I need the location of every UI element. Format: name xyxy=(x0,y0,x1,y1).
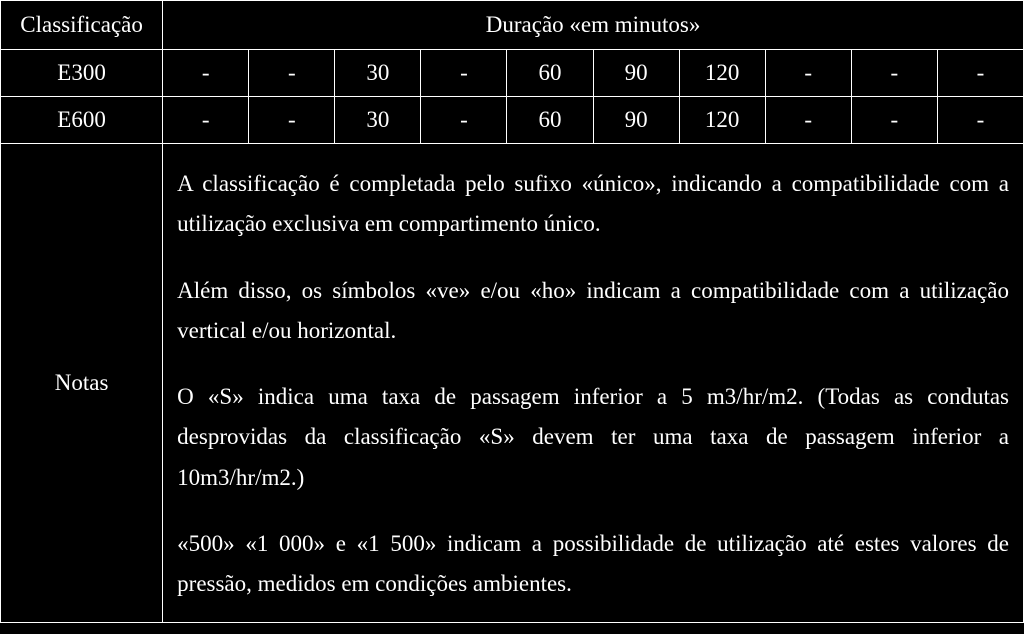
classification-table: Classificação Duração «em minutos» E300 … xyxy=(0,0,1024,623)
row-value: - xyxy=(163,97,249,144)
row-value: 30 xyxy=(335,50,421,97)
table-header-row: Classificação Duração «em minutos» xyxy=(1,1,1024,50)
row-value: 60 xyxy=(507,97,593,144)
row-value: 120 xyxy=(679,50,765,97)
row-label: E300 xyxy=(1,50,163,97)
row-label: E600 xyxy=(1,97,163,144)
row-value: - xyxy=(249,50,335,97)
header-duration: Duração «em minutos» xyxy=(163,1,1024,50)
row-value: - xyxy=(851,50,937,97)
row-value: 90 xyxy=(593,50,679,97)
row-value: - xyxy=(163,50,249,97)
row-value: - xyxy=(249,97,335,144)
notes-row: Notas A classificação é completada pelo … xyxy=(1,144,1024,623)
row-value: - xyxy=(765,97,851,144)
notes-label: Notas xyxy=(1,144,163,623)
notes-paragraph: A classificação é completada pelo sufixo… xyxy=(177,164,1009,245)
notes-paragraph: «500» «1 000» e «1 500» indicam a possib… xyxy=(177,524,1009,605)
row-value: 90 xyxy=(593,97,679,144)
row-value: 60 xyxy=(507,50,593,97)
notes-paragraph: Além disso, os símbolos «ve» e/ou «ho» i… xyxy=(177,271,1009,352)
row-value: - xyxy=(937,50,1023,97)
row-value: - xyxy=(421,50,507,97)
row-value: - xyxy=(937,97,1023,144)
row-value: - xyxy=(765,50,851,97)
header-classification: Classificação xyxy=(1,1,163,50)
row-value: 30 xyxy=(335,97,421,144)
notes-body: A classificação é completada pelo sufixo… xyxy=(163,144,1024,623)
row-value: - xyxy=(851,97,937,144)
row-value: - xyxy=(421,97,507,144)
table-row: E600 - - 30 - 60 90 120 - - - xyxy=(1,97,1024,144)
table-row: E300 - - 30 - 60 90 120 - - - xyxy=(1,50,1024,97)
row-value: 120 xyxy=(679,97,765,144)
notes-paragraph: O «S» indica uma taxa de passagem inferi… xyxy=(177,377,1009,498)
